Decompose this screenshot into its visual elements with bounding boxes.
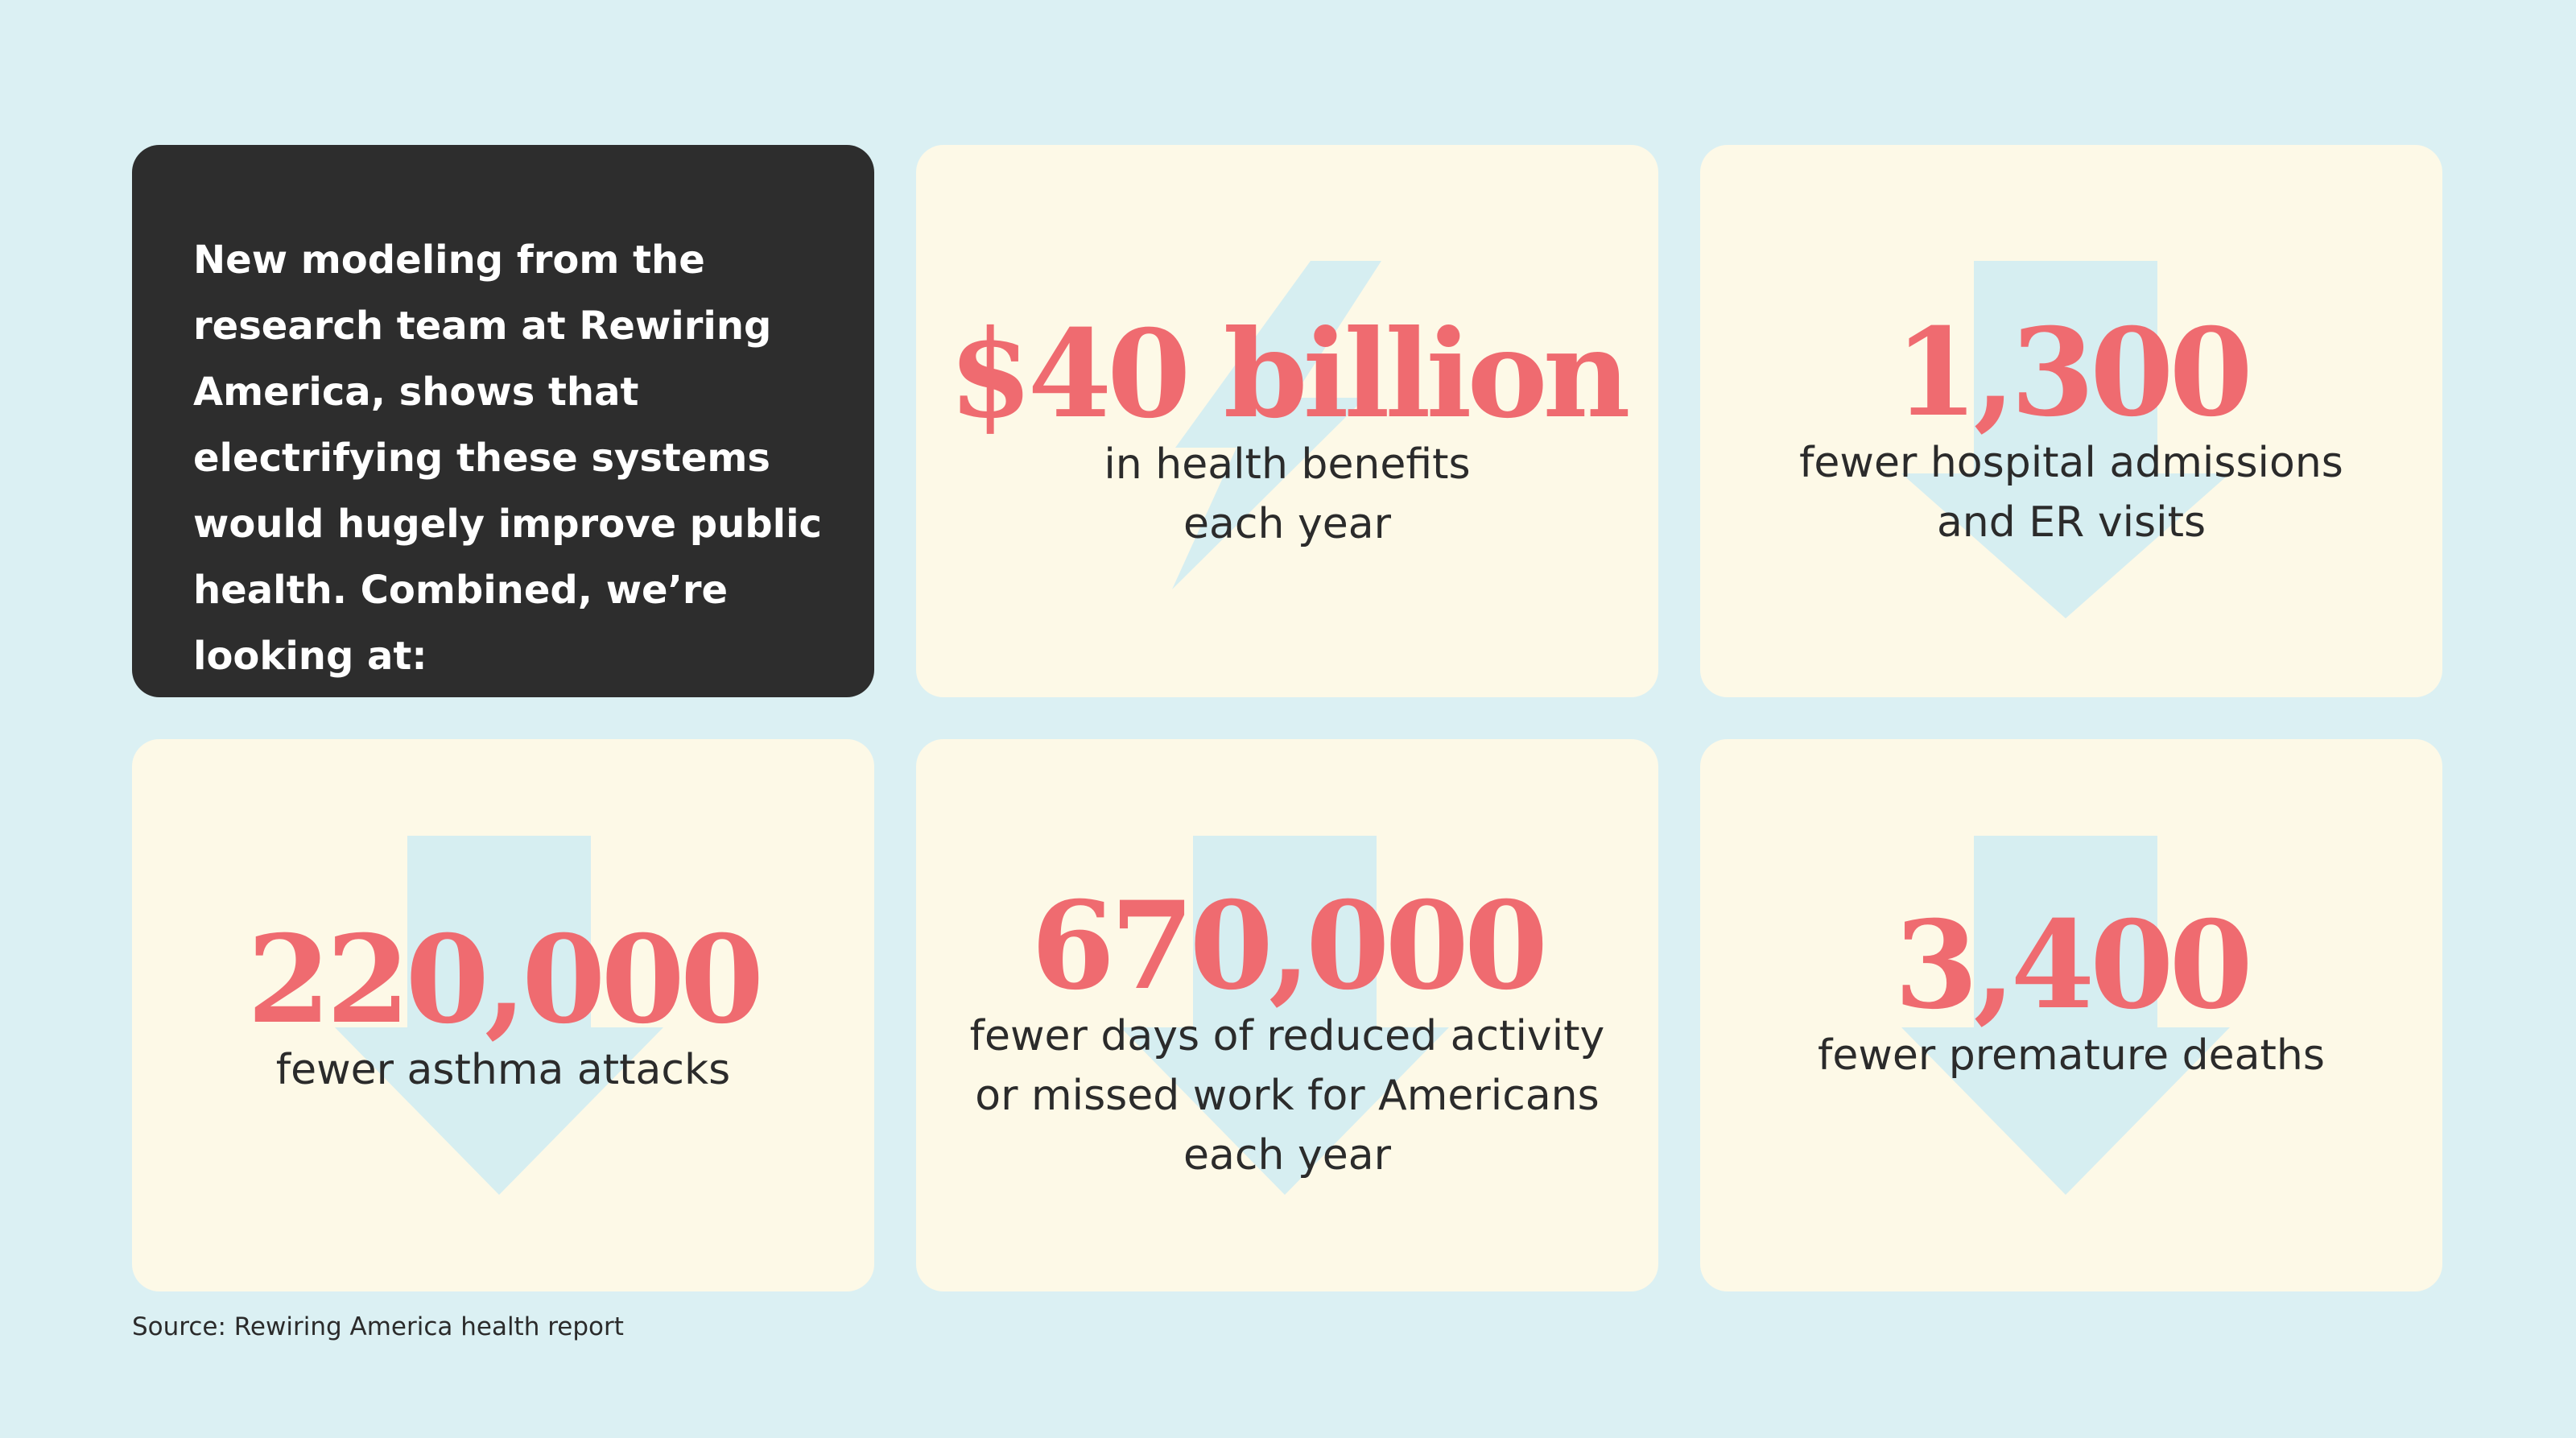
stat-description: fewer asthma attacks — [275, 1046, 731, 1094]
intro-card: New modeling from the research team at R… — [132, 145, 874, 697]
stat-description: fewer premature deaths — [1818, 1031, 2325, 1080]
stat-description: fewer hospital admissions and ER visits — [1799, 439, 2343, 547]
stat-value: 670,000 — [1030, 875, 1548, 1017]
stat-value: 220,000 — [246, 909, 764, 1051]
lightning-bolt-icon — [1172, 261, 1381, 589]
stat-card-hospital-admissions: 1,300 fewer hospital admissions and ER v… — [1700, 145, 2442, 697]
stat-block: $40 billion in health benefits each year — [916, 314, 1658, 554]
intro-text: New modeling from the research team at R… — [193, 238, 823, 679]
stat-block: 670,000 fewer days of reduced activity o… — [916, 886, 1658, 1185]
down-arrow-icon — [335, 836, 663, 1195]
down-arrow-icon — [1901, 261, 2230, 618]
stat-block: 1,300 fewer hospital admissions and ER v… — [1700, 312, 2442, 552]
stat-block: 220,000 fewer asthma attacks — [132, 919, 874, 1100]
stat-card-asthma-attacks: 220,000 fewer asthma attacks — [132, 739, 874, 1291]
stat-card-health-benefits: $40 billion in health benefits each year — [916, 145, 1658, 697]
stat-block: 3,400 fewer premature deaths — [1700, 905, 2442, 1085]
stat-value: $40 billion — [948, 304, 1630, 445]
stat-value: 1,300 — [1894, 302, 2253, 444]
stat-card-premature-deaths: 3,400 fewer premature deaths — [1700, 739, 2442, 1291]
stat-card-reduced-activity: 670,000 fewer days of reduced activity o… — [916, 739, 1658, 1291]
stat-description: fewer days of reduced activity or missed… — [969, 1012, 1605, 1180]
source-note: Source: Rewiring America health report — [132, 1312, 624, 1341]
stat-value: 3,400 — [1894, 895, 2253, 1036]
stat-description: in health benefits each year — [1104, 440, 1471, 548]
down-arrow-icon — [1901, 836, 2230, 1195]
down-arrow-icon — [1121, 836, 1449, 1195]
